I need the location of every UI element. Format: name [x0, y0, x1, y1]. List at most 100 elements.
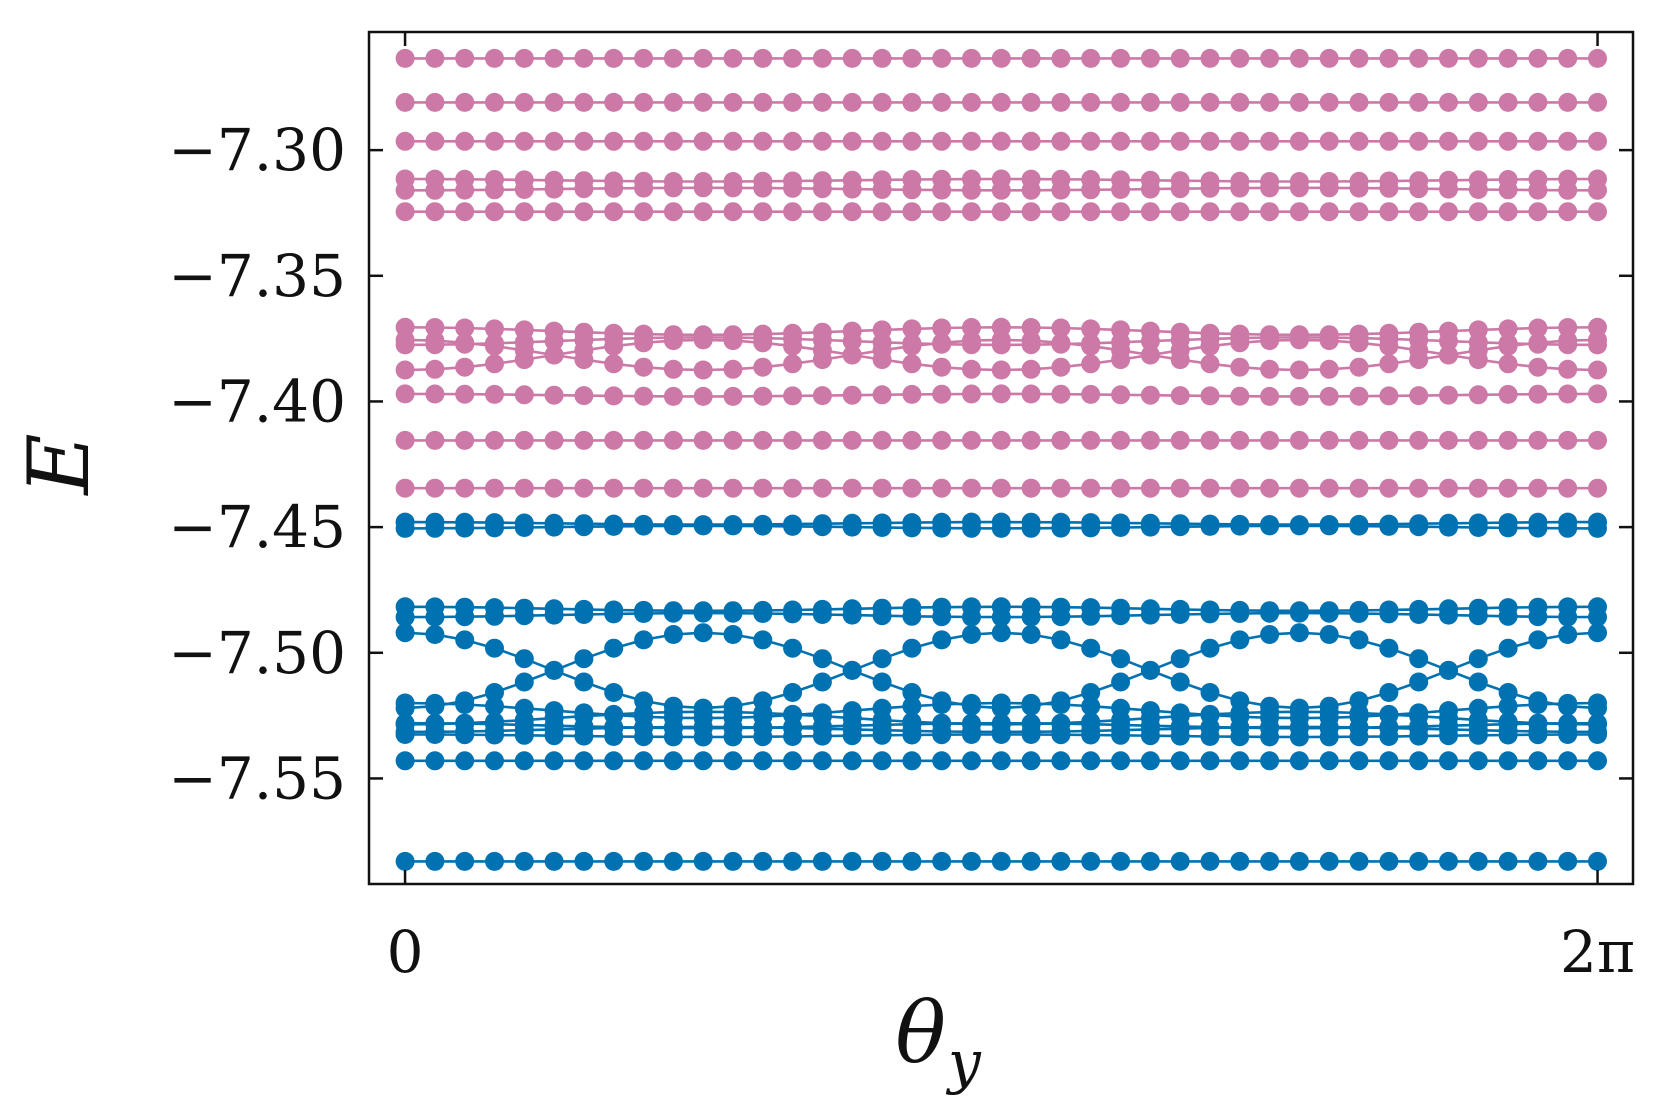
data-point — [932, 48, 952, 68]
data-point — [1021, 359, 1041, 379]
data-point — [485, 180, 504, 200]
data-point — [723, 386, 743, 406]
data-point — [1051, 695, 1071, 714]
data-point — [634, 48, 654, 68]
data-point — [872, 751, 892, 771]
data-point — [1528, 518, 1548, 538]
data-point — [872, 385, 892, 405]
data-point — [455, 630, 475, 650]
data-point — [634, 92, 654, 112]
data-point — [1439, 751, 1458, 771]
data-point — [544, 385, 564, 405]
data-point — [395, 92, 415, 112]
data-point — [1558, 92, 1578, 112]
data-point — [1379, 386, 1399, 406]
data-point — [1349, 703, 1369, 723]
data-point — [425, 48, 445, 68]
data-point — [842, 385, 862, 405]
data-point — [604, 178, 624, 198]
data-point — [1200, 92, 1220, 112]
data-point — [1230, 630, 1250, 650]
data-point — [1200, 638, 1220, 658]
data-point — [1319, 359, 1339, 379]
data-point — [634, 357, 654, 377]
data-point — [723, 430, 743, 450]
data-point — [425, 851, 445, 871]
data-point — [1588, 725, 1607, 744]
data-point — [723, 625, 743, 644]
data-point — [1260, 331, 1280, 351]
data-point — [1021, 518, 1041, 538]
data-point — [1498, 180, 1518, 200]
data-point — [1230, 703, 1250, 723]
data-point — [902, 851, 922, 871]
data-point — [1468, 48, 1488, 68]
data-point — [812, 48, 832, 68]
data-point — [1498, 384, 1518, 404]
data-point — [1289, 516, 1309, 536]
data-point — [962, 725, 981, 744]
data-point — [1409, 649, 1429, 669]
data-point — [1349, 727, 1369, 747]
data-point — [1528, 92, 1548, 112]
data-point — [1558, 430, 1578, 450]
data-point — [1081, 638, 1101, 658]
data-point — [1588, 478, 1607, 498]
data-point — [1498, 638, 1518, 658]
data-point — [1558, 318, 1578, 337]
data-point — [1140, 517, 1160, 537]
data-point — [1439, 179, 1458, 199]
data-point — [1588, 384, 1607, 404]
data-point — [1498, 48, 1518, 68]
data-point — [514, 725, 534, 745]
data-point — [783, 751, 803, 771]
data-point — [1319, 331, 1339, 351]
data-point — [1260, 202, 1280, 222]
data-point — [1170, 48, 1190, 68]
data-point — [1021, 48, 1041, 68]
data-point — [1528, 131, 1548, 151]
data-point — [872, 672, 892, 692]
data-point — [1051, 318, 1071, 338]
data-point — [723, 702, 743, 722]
data-point — [723, 178, 743, 198]
data-point — [812, 202, 832, 222]
data-point — [544, 92, 564, 112]
data-point — [693, 727, 713, 747]
data-point — [1111, 131, 1131, 151]
series-lower-23 — [395, 725, 1607, 747]
data-point — [544, 131, 564, 151]
data-point — [842, 478, 862, 498]
data-point — [812, 131, 832, 151]
data-point — [634, 202, 654, 222]
data-point — [395, 360, 415, 380]
data-point — [723, 331, 743, 351]
data-point — [1379, 131, 1399, 151]
data-point — [544, 202, 564, 222]
data-point — [1498, 131, 1518, 151]
data-point — [1588, 92, 1607, 112]
data-point — [932, 751, 952, 771]
data-point — [1081, 354, 1101, 374]
data-point — [991, 751, 1011, 771]
data-point — [455, 131, 475, 151]
data-point — [962, 202, 981, 222]
data-point — [395, 623, 415, 643]
data-point — [1170, 179, 1190, 199]
data-point — [485, 751, 504, 771]
data-point — [932, 478, 952, 498]
y-tick-label: −7.55 — [168, 744, 346, 812]
data-point — [1409, 386, 1429, 406]
data-point — [812, 517, 832, 537]
data-point — [872, 725, 892, 745]
data-point — [1289, 478, 1309, 498]
data-point — [723, 48, 743, 68]
data-point — [1439, 478, 1458, 498]
series-upper-9 — [395, 330, 1607, 380]
data-point — [1111, 851, 1131, 871]
data-point — [753, 202, 773, 222]
data-point — [455, 430, 475, 450]
data-point — [1111, 606, 1131, 626]
data-point — [1021, 131, 1041, 151]
